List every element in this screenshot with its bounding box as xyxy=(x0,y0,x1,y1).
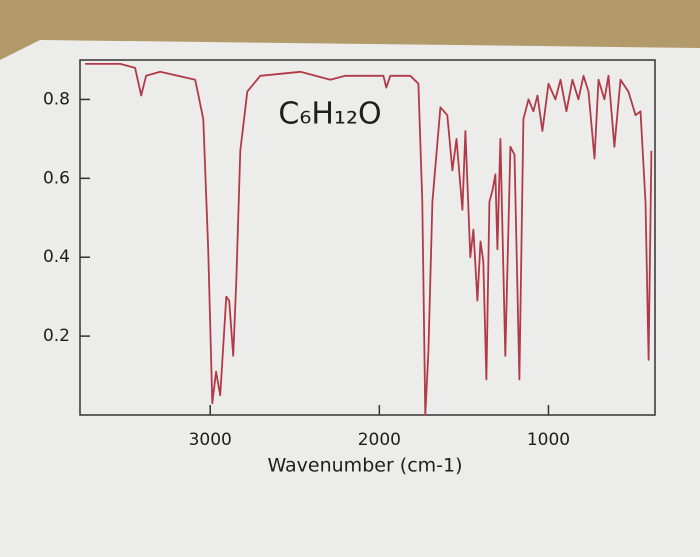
y-tick-label: 0.2 xyxy=(43,326,70,346)
paper xyxy=(0,40,700,557)
spectrum-line xyxy=(85,63,653,416)
x-tick-label: 3000 xyxy=(189,430,232,450)
chart-title: C₆H₁₂O xyxy=(278,97,381,132)
x-tick-label: 2000 xyxy=(358,430,401,450)
y-tick-label: 0.6 xyxy=(43,168,70,188)
y-tick-label: 0.4 xyxy=(43,247,70,267)
x-tick-label: 1000 xyxy=(527,430,570,450)
x-axis-title: Wavenumber (cm-1) xyxy=(267,455,462,477)
plot-frame xyxy=(79,59,656,416)
y-tick-label: 0.8 xyxy=(43,89,70,109)
